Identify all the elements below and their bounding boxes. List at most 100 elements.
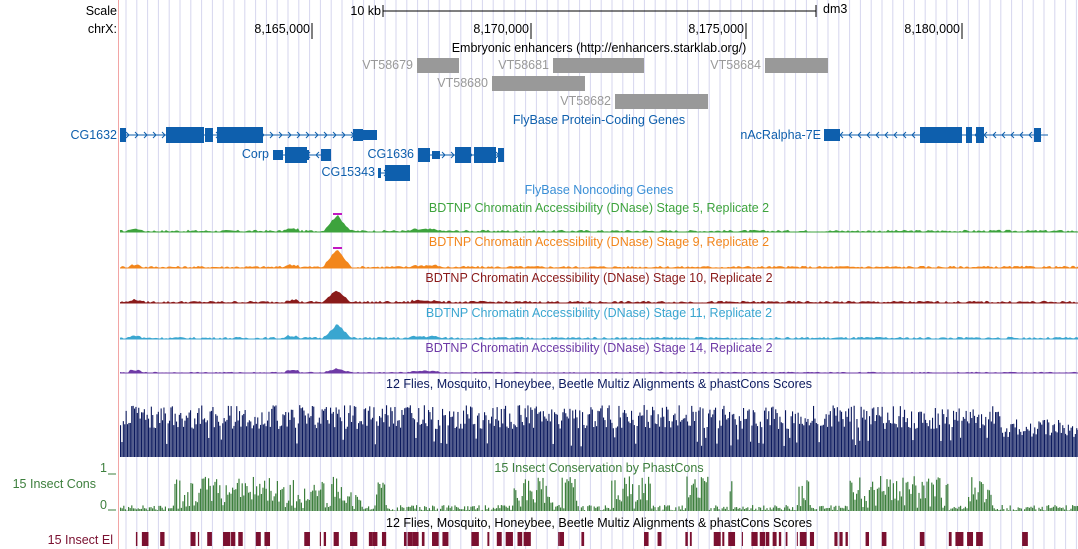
cons-side-label[interactable]: 15 Insect Cons: [12, 477, 96, 491]
gene-exon: [166, 127, 204, 143]
elements-side-label[interactable]: 15 Insect El: [47, 533, 113, 547]
cons-bar: [382, 482, 384, 511]
cons-bar: [867, 507, 869, 511]
cons-bar: [424, 506, 426, 511]
cons-bar: [1038, 507, 1040, 511]
multiz-bar: [689, 425, 691, 457]
cons-bar: [912, 484, 914, 511]
multiz-bar: [880, 416, 882, 457]
multiz-bar: [342, 439, 344, 457]
multiz-bar: [807, 418, 809, 457]
cons-bar: [500, 505, 502, 511]
gene-label[interactable]: nAcRalpha-7E: [740, 128, 821, 142]
multiz-bar: [1010, 424, 1012, 457]
gene-label[interactable]: CG1632: [70, 128, 117, 142]
gene-label[interactable]: CG1636: [367, 147, 414, 161]
cons-bar: [836, 510, 838, 511]
cons-bar: [249, 491, 251, 511]
strand-arrow: [287, 131, 292, 139]
cons-bar: [905, 482, 907, 511]
cons-bar: [739, 507, 741, 511]
multiz-bar: [502, 423, 504, 457]
cons-bar: [716, 506, 718, 511]
multiz-bar: [302, 407, 304, 457]
cons-bar: [670, 509, 672, 511]
multiz-bar: [430, 419, 432, 457]
cons-density: [120, 476, 1078, 511]
cons-bar: [193, 505, 195, 511]
cons-bar: [729, 491, 731, 511]
cons-bar: [436, 508, 438, 511]
cons-bar: [824, 508, 826, 511]
cons-bar: [987, 489, 989, 511]
multiz-bar: [804, 418, 806, 457]
gene-label[interactable]: Corp: [241, 147, 269, 161]
multiz-bar: [993, 423, 995, 457]
multiz-bar: [442, 408, 444, 457]
multiz-bar: [458, 428, 460, 457]
multiz-bar: [661, 407, 663, 457]
strand-arrow: [857, 131, 862, 139]
multiz-bar: [800, 416, 802, 457]
multiz-bar: [772, 406, 774, 457]
cons-bar: [755, 508, 757, 511]
multiz-bar: [1028, 430, 1030, 457]
multiz-bar: [365, 408, 367, 457]
cons-bar: [577, 506, 579, 511]
multiz-bar: [485, 415, 487, 457]
multiz-bar: [310, 416, 312, 457]
multiz-bar: [666, 406, 668, 457]
multiz-bar: [705, 437, 707, 457]
gene-exon: [217, 127, 263, 143]
cons-bar: [476, 508, 478, 511]
conserved-element: [207, 532, 212, 546]
cons-bar: [1056, 506, 1058, 511]
multiz-bar: [346, 426, 348, 457]
multiz-bar: [510, 421, 512, 457]
cons-bar: [681, 505, 683, 511]
cons-bar: [822, 505, 824, 511]
multiz-bar: [314, 424, 316, 457]
multiz-bar: [353, 406, 355, 457]
strand-arrow: [992, 131, 997, 139]
cons-bar: [1035, 509, 1037, 511]
enhancer-label[interactable]: VT58680: [437, 76, 488, 90]
cons-bar: [412, 505, 414, 511]
multiz-bar: [271, 408, 273, 457]
multiz-bar: [645, 427, 647, 457]
multiz-bar: [338, 409, 340, 457]
multiz-bar: [183, 426, 185, 457]
cons-bar: [257, 495, 259, 511]
multiz-bar: [775, 409, 777, 457]
multiz-bar: [261, 412, 263, 457]
enhancer-label[interactable]: VT58681: [498, 58, 549, 72]
strand-arrow: [315, 151, 320, 159]
multiz-bar: [544, 416, 546, 457]
cons-bar: [628, 476, 630, 511]
multiz-bar: [769, 425, 771, 457]
cons-bar: [697, 497, 699, 511]
cons-bar: [843, 508, 845, 511]
cons-bar: [544, 502, 546, 511]
cons-bar: [820, 506, 822, 511]
cons-bar: [529, 490, 531, 511]
multiz-bar: [955, 411, 957, 457]
multiz-bar: [986, 437, 988, 457]
multiz-bar: [409, 405, 411, 457]
cons-bar: [276, 481, 278, 511]
cons-bar: [390, 510, 392, 511]
enhancer-label[interactable]: VT58682: [560, 94, 611, 108]
enhancer-label[interactable]: VT58679: [362, 58, 413, 72]
cons-bar: [446, 507, 448, 511]
multiz-bar: [535, 406, 537, 457]
cons-bar: [488, 507, 490, 511]
cons-bar: [678, 506, 680, 511]
cons-bar: [606, 507, 608, 511]
multiz-bar: [1016, 419, 1018, 457]
multiz-bar: [1048, 422, 1050, 457]
cons-bar: [240, 496, 242, 511]
enhancer-label[interactable]: VT58684: [710, 58, 761, 72]
gene-label[interactable]: CG15343: [321, 165, 375, 179]
conserved-element: [135, 532, 138, 546]
